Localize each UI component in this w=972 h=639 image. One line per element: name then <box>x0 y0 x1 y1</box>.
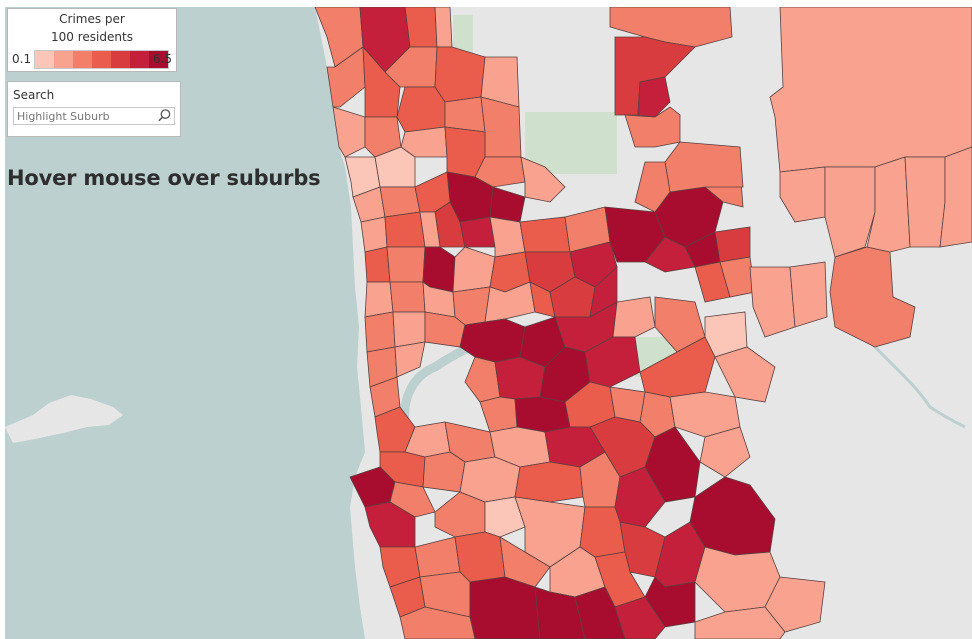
search-input[interactable] <box>13 107 175 125</box>
legend-min-label: 0.1 <box>12 52 32 66</box>
hover-instruction: Hover mouse over suburbs <box>7 166 321 190</box>
suburb[interactable] <box>764 576 826 633</box>
suburb[interactable] <box>459 216 496 248</box>
suburb[interactable] <box>389 481 436 518</box>
suburb[interactable] <box>614 596 666 639</box>
suburb[interactable] <box>374 146 416 188</box>
suburb[interactable] <box>394 341 426 378</box>
search-icon[interactable] <box>157 108 172 123</box>
search-label: Search <box>13 88 55 102</box>
suburb[interactable] <box>769 7 972 173</box>
suburb[interactable] <box>484 496 526 538</box>
suburb[interactable] <box>624 106 681 148</box>
suburb[interactable] <box>779 166 826 223</box>
suburb[interactable] <box>489 216 526 258</box>
suburb[interactable] <box>399 606 476 639</box>
suburb[interactable] <box>364 281 394 318</box>
suburb[interactable] <box>499 536 551 588</box>
search-panel: Search <box>7 81 181 137</box>
legend-swatch <box>149 51 168 68</box>
suburb[interactable] <box>360 216 388 253</box>
suburb[interactable] <box>400 126 448 158</box>
suburb[interactable] <box>694 606 786 639</box>
legend-color-ramp <box>34 50 169 69</box>
suburb[interactable] <box>434 46 486 103</box>
suburb[interactable] <box>514 396 571 433</box>
suburb[interactable] <box>332 106 366 158</box>
suburb[interactable] <box>384 211 426 248</box>
suburb[interactable] <box>519 216 571 253</box>
color-legend: Crimes per 100 residents 0.1 6.5 <box>7 8 177 72</box>
suburb[interactable] <box>637 76 671 118</box>
suburb[interactable] <box>520 156 566 203</box>
suburb[interactable] <box>389 281 426 313</box>
suburb[interactable] <box>699 426 751 478</box>
suburb[interactable] <box>904 156 946 248</box>
suburb[interactable] <box>749 266 796 338</box>
suburb[interactable] <box>939 146 972 248</box>
park-area <box>525 112 617 174</box>
suburb[interactable] <box>634 161 671 213</box>
choropleth-map[interactable] <box>5 7 972 639</box>
legend-title-line2: 100 residents <box>51 30 133 44</box>
suburb[interactable] <box>396 86 446 133</box>
suburb[interactable] <box>364 311 396 353</box>
suburb[interactable] <box>714 346 776 403</box>
suburb[interactable] <box>514 461 584 503</box>
suburb[interactable] <box>444 96 486 133</box>
suburb[interactable] <box>422 451 466 493</box>
suburb[interactable] <box>789 261 828 328</box>
suburb[interactable] <box>664 141 744 193</box>
suburb[interactable] <box>644 236 696 273</box>
suburb[interactable] <box>434 7 453 48</box>
suburb[interactable] <box>392 311 426 348</box>
legend-title-line1: Crimes per <box>59 12 125 26</box>
park-area <box>453 15 473 55</box>
legend-max-label: 6.5 <box>152 52 172 66</box>
legend-swatch <box>111 51 130 68</box>
rottnest-island <box>5 395 123 443</box>
suburb-layer[interactable] <box>314 7 972 639</box>
legend-swatch <box>54 51 73 68</box>
suburb[interactable] <box>404 7 438 48</box>
legend-swatch <box>130 51 149 68</box>
suburb[interactable] <box>469 576 541 639</box>
suburb[interactable] <box>714 226 751 263</box>
suburb[interactable] <box>386 246 426 283</box>
suburb[interactable] <box>364 246 391 283</box>
suburb[interactable] <box>452 286 491 326</box>
legend-swatch <box>35 51 54 68</box>
legend-swatch <box>73 51 92 68</box>
suburb[interactable] <box>612 296 656 338</box>
suburb[interactable] <box>474 156 526 188</box>
legend-swatch <box>92 51 111 68</box>
suburb[interactable] <box>480 96 522 158</box>
creek <box>863 335 966 429</box>
